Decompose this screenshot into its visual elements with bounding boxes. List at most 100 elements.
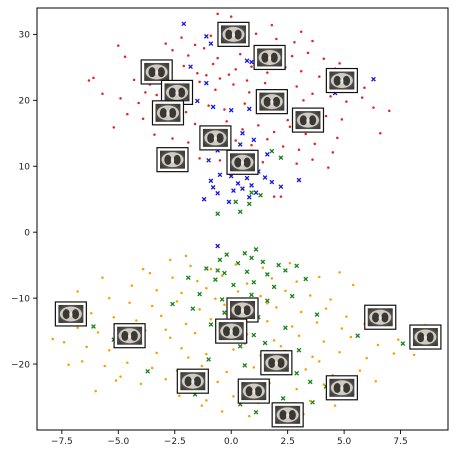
data-point-dot [299, 70, 303, 73]
data-point-x [244, 269, 250, 275]
data-point-dot [374, 379, 377, 383]
data-point-dot [112, 315, 116, 319]
data-point-dot [180, 346, 183, 350]
data-point-dot [193, 122, 197, 126]
data-point-dot [135, 319, 138, 322]
data-point-dot [412, 353, 416, 357]
y-tick-label: 10 [19, 162, 31, 172]
data-point-dot [345, 100, 348, 103]
data-point-dot [241, 128, 244, 131]
data-point-dot [80, 360, 84, 363]
data-point-dot [275, 306, 278, 309]
data-point-dot [365, 356, 368, 360]
ct-scan-thumbnail [260, 350, 293, 376]
data-point-dot [92, 76, 95, 80]
data-point-dot [234, 263, 237, 266]
data-point-dot [168, 336, 172, 339]
data-point-dot [137, 101, 140, 105]
data-point-dot [171, 48, 174, 52]
y-tick-label: 0 [24, 228, 30, 238]
data-point-x [296, 177, 302, 183]
data-point-x [269, 148, 275, 154]
data-point-x [289, 293, 295, 299]
data-point-dot [286, 118, 289, 122]
data-point-dot [175, 300, 179, 303]
data-point-dot [290, 325, 294, 328]
data-point-dot [101, 276, 104, 279]
data-point-dot [232, 395, 235, 398]
data-point-x [215, 190, 221, 196]
data-point-x [215, 268, 221, 273]
x-tick-label: −2.5 [164, 437, 186, 447]
data-point-x [237, 142, 243, 147]
data-point-dot [96, 331, 100, 334]
data-point-x [371, 76, 376, 82]
data-point-dot [207, 104, 210, 107]
data-point-x [204, 80, 209, 86]
data-point-x [264, 298, 270, 304]
x-tick-label: 2.5 [281, 437, 295, 447]
data-point-dot [304, 132, 307, 136]
data-point-dot [198, 157, 201, 160]
data-point-x [208, 178, 214, 184]
data-point-x [219, 297, 225, 302]
data-point-dot [299, 310, 303, 314]
data-point-dot [227, 73, 231, 76]
data-point-dot [209, 267, 213, 271]
data-point-dot [184, 322, 188, 326]
data-point-x [307, 379, 313, 385]
data-point-dot [279, 195, 283, 198]
data-point-dot [236, 290, 240, 293]
data-point-dot [302, 99, 305, 102]
data-point-dot [114, 379, 118, 382]
data-point-x [249, 59, 254, 65]
ct-scan-thumbnail [54, 301, 87, 327]
data-point-dot [327, 166, 330, 169]
data-point-dot [85, 345, 88, 349]
data-point-dot [295, 387, 298, 391]
data-point-dot [288, 261, 292, 265]
data-point-dot [363, 86, 366, 90]
data-point-dot [132, 78, 136, 82]
data-point-x [400, 341, 406, 346]
data-point-dot [331, 151, 335, 154]
data-point-x [185, 275, 191, 281]
data-point-dot [322, 57, 326, 61]
data-point-dot [232, 348, 235, 351]
data-point-dot [123, 55, 127, 59]
data-point-dot [164, 328, 167, 332]
data-point-x [242, 250, 248, 256]
x-tick-label: 0.0 [224, 437, 239, 447]
data-point-dot [76, 290, 79, 293]
data-point-dot [193, 43, 197, 47]
data-point-dot [128, 301, 131, 304]
data-point-dot [196, 279, 199, 283]
ct-scan-thumbnail [325, 67, 358, 94]
data-point-x [244, 175, 250, 181]
data-point-dot [141, 267, 145, 271]
data-point-dot [180, 291, 183, 295]
data-point-dot [243, 102, 247, 105]
x-tick-label: 7.5 [393, 437, 407, 447]
data-point-dot [397, 338, 400, 341]
data-point-dot [159, 314, 163, 318]
ct-scan-thumbnail [160, 79, 194, 106]
data-point-x [233, 199, 239, 205]
data-point-x [246, 194, 252, 200]
data-point-dot [89, 312, 93, 315]
data-point-dot [155, 351, 158, 355]
data-point-x [262, 340, 268, 346]
data-point-x [246, 201, 252, 207]
data-point-x [258, 192, 263, 198]
data-point-dot [198, 308, 201, 311]
data-point-dot [130, 284, 134, 287]
data-point-x [269, 179, 275, 185]
data-point-x [204, 266, 209, 271]
data-point-dot [216, 12, 219, 16]
data-point-dot [295, 280, 298, 283]
data-point-dot [209, 34, 213, 37]
data-point-dot [155, 288, 158, 292]
data-point-dot [200, 364, 204, 368]
ct-scan-thumbnail [176, 368, 209, 394]
